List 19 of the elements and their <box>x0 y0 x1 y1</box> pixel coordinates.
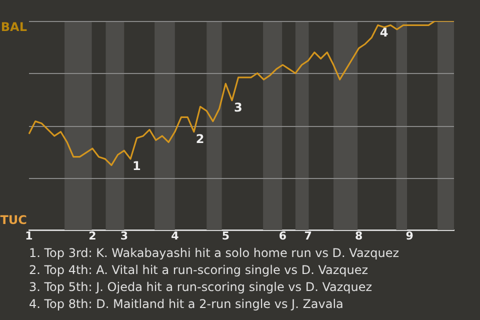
text: 3. Top 5th: J. Ojeda hit a run-scoring single vs D. Vazquez <box>29 279 374 296</box>
text: BAL <box>0 20 28 34</box>
x-tick-label: 3 <box>120 229 128 242</box>
x-tick-label: 1 <box>25 229 33 242</box>
x-tick-label: 7 <box>304 229 312 242</box>
text: 2. Top 4th: A. Vital hit a run-scoring single vs D. Vazquez <box>29 262 370 279</box>
x-tick-label: 8 <box>355 229 363 242</box>
x-tick-label: 5 <box>222 229 230 242</box>
x-tick-label: 4 <box>171 229 180 242</box>
annotation: 3 <box>234 100 242 115</box>
x-tick-label: 2 <box>88 229 96 242</box>
x-tick-label: 6 <box>278 229 287 242</box>
text: 1. Top 3rd: K. Wakabayashi hit a solo home run vs D. Vazquez <box>29 245 400 262</box>
x-tick-label: 9 <box>406 229 414 242</box>
annotation: 1 <box>132 159 141 174</box>
annotation: 2 <box>196 132 204 146</box>
annotation: 4 <box>380 25 388 40</box>
text: TUC <box>0 213 28 228</box>
text: 4. Top 8th: D. Maitland hit a 2-run single vs J. Zavala <box>29 296 344 313</box>
